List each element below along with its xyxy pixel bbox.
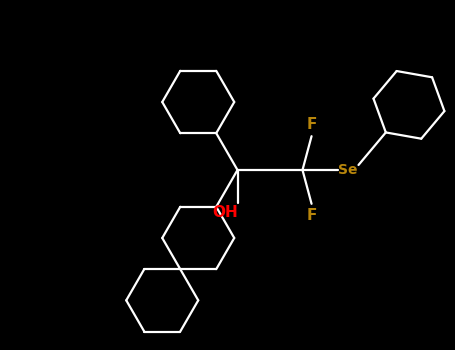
Text: F: F — [306, 117, 317, 132]
Text: F: F — [306, 208, 317, 223]
Text: Se: Se — [338, 163, 357, 177]
Text: OH: OH — [212, 205, 238, 220]
